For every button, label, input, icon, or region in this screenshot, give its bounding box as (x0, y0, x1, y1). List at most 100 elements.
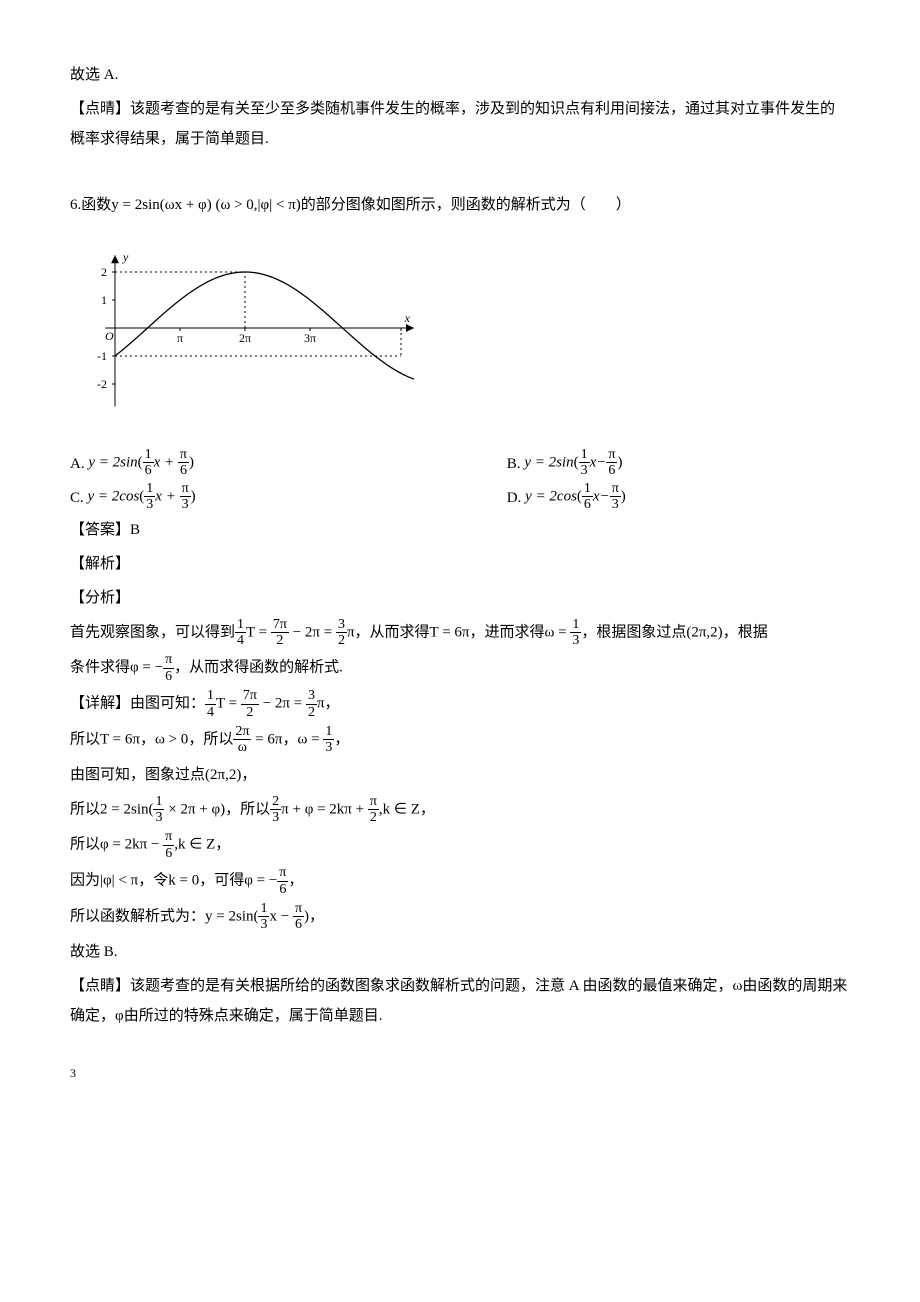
dl17n: 7π (241, 688, 259, 704)
dl4a: 所以 (70, 801, 100, 817)
dl4e2: × 2π + φ) (164, 801, 225, 817)
detail-line-8: 故选 B. (70, 937, 850, 967)
dl2op: ω > 0 (155, 731, 188, 747)
opt-B-f2d: 6 (606, 463, 617, 478)
al1c: ，进而求得 (469, 624, 544, 640)
opt-D-f2d: 3 (610, 497, 621, 512)
dl7h: y = 2sin( (205, 908, 258, 924)
svg-text:3π: 3π (304, 331, 316, 345)
svg-text:π: π (177, 331, 183, 345)
dl4c: ， (420, 801, 435, 817)
al13n: 3 (336, 617, 347, 633)
al1pi: π (347, 624, 355, 640)
opt-B-f2n: π (606, 447, 617, 463)
al1oh: ω = (545, 624, 571, 640)
dl6pn: π (277, 865, 288, 881)
svg-text:1: 1 (101, 293, 107, 307)
dl4e1: 2 = 2sin( (100, 801, 153, 817)
al1Td: 4 (235, 633, 246, 648)
al1T6: T = 6π (430, 624, 470, 640)
al2b: ，从而求得函数的解析式. (174, 660, 343, 676)
dl2b: ， (140, 731, 155, 747)
q6-prefix: 6.函数 (70, 197, 111, 213)
svg-text:x: x (404, 311, 411, 325)
dl5c: ， (215, 837, 230, 853)
prev-comment: 【点晴】该题考查的是有关至少至多类随机事件发生的概率，涉及到的知识点有利用间接法… (70, 94, 850, 154)
dl5kz: ,k ∈ Z (174, 837, 215, 853)
dl4p2d: 2 (368, 810, 379, 825)
dl5p: φ = 2kπ − (100, 837, 163, 853)
dl4b: ，所以 (225, 801, 270, 817)
svg-text:O: O (105, 329, 114, 343)
analysis-line-1: 首先观察图象，可以得到14T = 7π2 − 2π = 32π，从而求得T = … (70, 617, 850, 649)
dl2od: 3 (323, 740, 334, 755)
option-D-label: D. (507, 483, 522, 513)
dl2a: 所以 (70, 731, 100, 747)
dl5pd: 6 (163, 846, 174, 861)
option-B-label: B. (507, 449, 521, 479)
al17d: 2 (271, 633, 289, 648)
al1eq1: T = (246, 624, 271, 640)
dl2oh: ω = (297, 731, 323, 747)
dl4p2n: π (368, 794, 379, 810)
opt-A-mid: x + (154, 454, 178, 470)
dl3: 由图可知，图象过点 (70, 767, 205, 783)
al1b: ，从而求得 (355, 624, 430, 640)
parse-label: 【解析】 (70, 549, 850, 579)
dl1c: ， (325, 695, 340, 711)
al13d: 2 (336, 633, 347, 648)
dl6d: ， (288, 873, 303, 889)
dl713n: 1 (258, 901, 269, 917)
dl7m: x − (269, 908, 292, 924)
svg-text:-1: -1 (97, 349, 107, 363)
al1e: ，根据 (723, 624, 768, 640)
dl2e6: = 6π (251, 731, 282, 747)
dl7pd: 6 (293, 917, 304, 932)
dl7pn: π (293, 901, 304, 917)
dl4e3: π + φ = 2kπ + (281, 801, 368, 817)
al1pt: (2π,2) (686, 624, 722, 640)
al1d: ，根据图象过点 (581, 624, 686, 640)
dl2T6: T = 6π (100, 731, 140, 747)
dl6b: ，令 (138, 873, 168, 889)
detail-line-2: 所以T = 6π，ω > 0，所以2πω = 6π，ω = 13， (70, 724, 850, 756)
q6-comment-c: 由所过的特殊点来确定，属于简单题目. (124, 1008, 383, 1024)
dl2on: 1 (323, 724, 334, 740)
opt-A-f2n: π (178, 447, 189, 463)
q6-comment-omega: ω (733, 978, 743, 994)
detail-line-4: 所以2 = 2sin(13 × 2π + φ)，所以23π + φ = 2kπ … (70, 794, 850, 826)
q6-func-expr: y = 2sin(ωx + φ) (ω > 0,|φ| < π) (111, 197, 300, 213)
analysis-label: 【分析】 (70, 583, 850, 613)
opt-C-mid: x + (155, 488, 179, 504)
answer-line: 【答案】B (70, 515, 850, 545)
opt-B-f1d: 3 (579, 463, 590, 478)
options-row-1: A. y = 2sin(16x + π6) B. y = 2sin(13x−π6… (70, 447, 850, 479)
prev-answer-line: 故选 A. (70, 60, 850, 90)
dl6pd: 6 (277, 882, 288, 897)
svg-text:y: y (122, 250, 129, 264)
opt-B-head: y = 2sin (524, 454, 573, 470)
dl22n: 2π (233, 724, 251, 740)
opt-A-head: y = 2sin (88, 454, 137, 470)
opt-C-f1n: 1 (144, 481, 155, 497)
answer-label: 【答案】 (70, 522, 130, 538)
al1a: 首先观察图象，可以得到 (70, 624, 235, 640)
dl1pi: π (317, 695, 325, 711)
detail-line-5: 所以φ = 2kπ − π6,k ∈ Z， (70, 829, 850, 861)
page-number: 3 (70, 1061, 850, 1085)
svg-text:-2: -2 (97, 377, 107, 391)
dl13n: 3 (306, 688, 317, 704)
dl6c: ，可得 (199, 873, 244, 889)
dl6k0: k = 0 (168, 873, 199, 889)
al17n: 7π (271, 617, 289, 633)
dl6abs: |φ| < π (100, 873, 138, 889)
option-A: A. y = 2sin(16x + π6) (70, 447, 507, 479)
q6-comment-phi: φ (115, 1008, 124, 1024)
al2pd: 6 (163, 669, 174, 684)
dl1m: − 2π = (259, 695, 306, 711)
detail-line-3: 由图可知，图象过点(2π,2)， (70, 760, 850, 790)
opt-C-head: y = 2cos (88, 488, 140, 504)
q6-chart-svg: 21-1-2π2π3πyxO (80, 238, 420, 418)
dl4kz: ,k ∈ Z (379, 801, 420, 817)
dl22d: ω (233, 740, 251, 755)
